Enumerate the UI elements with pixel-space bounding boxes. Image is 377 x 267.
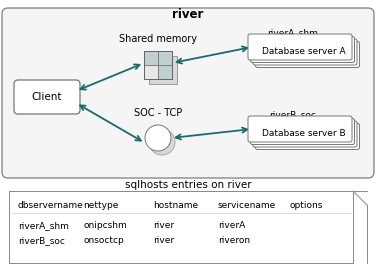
Text: river: river (153, 236, 174, 245)
FancyBboxPatch shape (256, 124, 360, 150)
Text: nettype: nettype (83, 201, 118, 210)
Text: river: river (153, 221, 174, 230)
Polygon shape (353, 191, 367, 205)
Bar (149, 56, 177, 84)
Text: servicename: servicename (218, 201, 276, 210)
FancyBboxPatch shape (256, 41, 360, 68)
Text: options: options (290, 201, 323, 210)
Bar (9, 191, 353, 263)
Text: riverA_shm: riverA_shm (18, 221, 69, 230)
Bar (144, 51, 158, 65)
Text: riverB_soc: riverB_soc (270, 110, 316, 119)
FancyBboxPatch shape (248, 34, 352, 60)
Text: dbservername: dbservername (18, 201, 84, 210)
Bar (158, 65, 172, 79)
Text: riverA: riverA (218, 221, 245, 230)
FancyBboxPatch shape (250, 37, 354, 62)
Circle shape (149, 129, 175, 155)
Text: riverB_soc: riverB_soc (18, 236, 65, 245)
FancyBboxPatch shape (250, 119, 354, 144)
Circle shape (145, 125, 171, 151)
FancyBboxPatch shape (248, 116, 352, 142)
FancyBboxPatch shape (253, 39, 357, 65)
Text: river: river (172, 8, 204, 21)
Bar (144, 51, 172, 79)
Bar (144, 65, 158, 79)
Text: SOC - TCP: SOC - TCP (134, 108, 182, 118)
FancyBboxPatch shape (14, 80, 80, 114)
Text: Shared memory: Shared memory (119, 34, 197, 44)
Bar (158, 51, 172, 65)
Text: riveron: riveron (218, 236, 250, 245)
Text: Client: Client (32, 92, 62, 102)
Text: hostname: hostname (153, 201, 198, 210)
Text: onipcshm: onipcshm (83, 221, 127, 230)
Text: Database server B: Database server B (262, 128, 346, 138)
Text: sqlhosts entries on river: sqlhosts entries on river (125, 180, 251, 190)
Text: onsoctcp: onsoctcp (83, 236, 124, 245)
Text: riverA_shm: riverA_shm (268, 28, 319, 37)
Text: Database server A: Database server A (262, 46, 346, 56)
FancyBboxPatch shape (2, 8, 374, 178)
FancyBboxPatch shape (253, 121, 357, 147)
